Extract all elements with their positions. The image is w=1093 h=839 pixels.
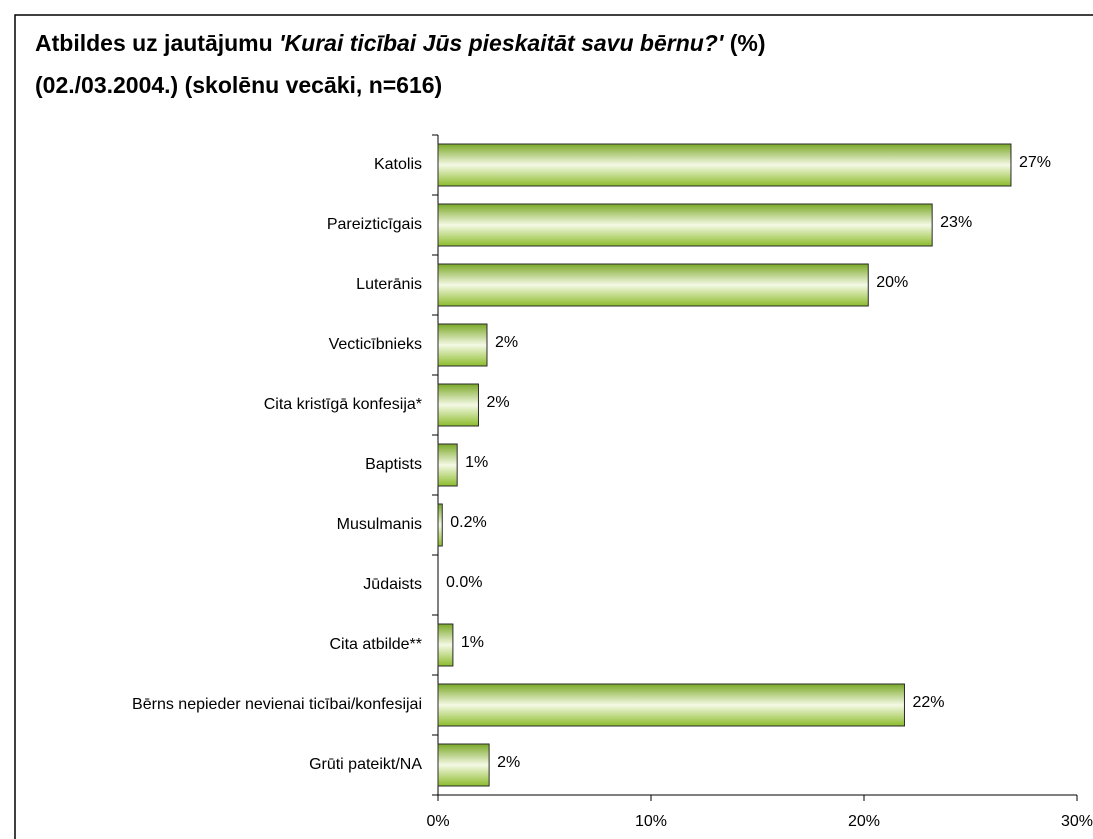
bar — [437, 683, 905, 727]
value-label: 2% — [486, 394, 509, 411]
chart-title: Atbildes uz jautājumu 'Kurai ticībai Jūs… — [35, 22, 805, 106]
value-label: 0.2% — [450, 514, 486, 531]
bar — [437, 323, 488, 367]
title-part: Atbildes uz jautājumu — [35, 30, 273, 56]
y-tick-label: Jūdaists — [363, 576, 422, 593]
y-tick-label: Bērns nepieder nevienai ticībai/konfesij… — [132, 696, 422, 713]
x-tick-label: 0% — [426, 813, 449, 830]
bar — [437, 743, 490, 787]
value-label: 2% — [495, 334, 518, 351]
x-tick-label: 30% — [1061, 813, 1093, 830]
value-label: 22% — [912, 694, 944, 711]
y-tick-label: Musulmanis — [337, 516, 422, 533]
y-tick-label: Pareizticīgais — [327, 216, 422, 233]
bar — [437, 203, 933, 247]
bar — [437, 383, 479, 427]
y-tick-label: Baptists — [365, 456, 422, 473]
bar — [437, 503, 443, 547]
chart-frame — [14, 14, 1093, 839]
y-tick-label: Vecticībnieks — [329, 336, 422, 353]
y-tick-label: Cita kristīgā konfesija* — [264, 396, 422, 413]
x-tick-label: 10% — [635, 813, 667, 830]
value-label: 1% — [465, 454, 488, 471]
y-tick-label: Luterānis — [356, 276, 422, 293]
value-label: 20% — [876, 274, 908, 291]
y-tick-label: Cita atbilde** — [330, 636, 423, 653]
title-part: (%) (02./03.2004.) (skolēnu vecāki, n=61… — [35, 30, 766, 98]
value-label: 0.0% — [446, 574, 482, 591]
y-tick-label: Grūti pateikt/NA — [309, 756, 422, 773]
bar — [437, 623, 454, 667]
value-label: 2% — [497, 754, 520, 771]
bar — [437, 143, 1012, 187]
bar — [437, 263, 869, 307]
value-label: 23% — [940, 214, 972, 231]
title-part: 'Kurai ticībai Jūs pieskaitāt savu bērnu… — [279, 30, 724, 56]
x-tick-label: 20% — [848, 813, 880, 830]
value-label: 1% — [461, 634, 484, 651]
value-label: 27% — [1019, 154, 1051, 171]
y-tick-label: Katolis — [374, 156, 422, 173]
bar — [437, 443, 458, 487]
